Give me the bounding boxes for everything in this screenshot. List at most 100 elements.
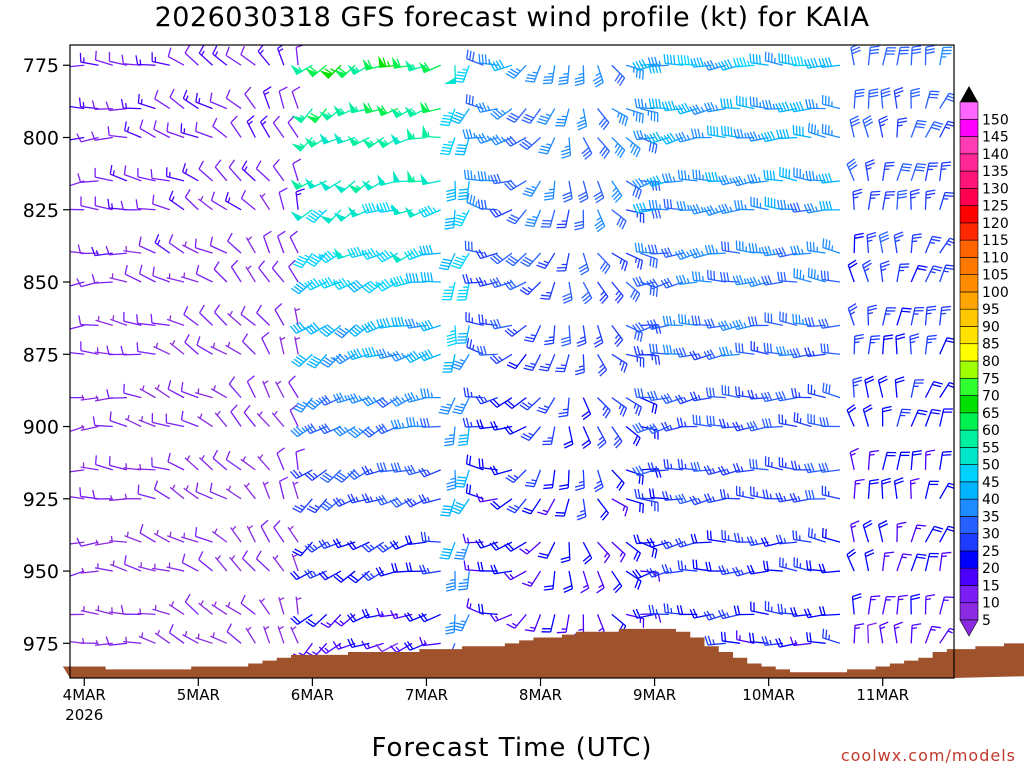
wind-barb — [596, 353, 608, 377]
wind-barb — [79, 487, 99, 500]
wind-barb — [230, 259, 242, 283]
wind-barb — [70, 495, 85, 500]
wind-barb — [924, 162, 939, 181]
wind-barb — [748, 242, 769, 254]
wind-barbs — [70, 45, 954, 661]
wind-barb — [347, 638, 370, 649]
wind-barb — [779, 166, 798, 182]
wind-barb — [611, 209, 627, 230]
wind-barb — [563, 570, 574, 593]
wind-barb — [199, 304, 214, 326]
wind-barb — [70, 541, 71, 543]
wind-barb — [109, 164, 128, 182]
wind-barb — [646, 567, 670, 578]
wind-barb — [439, 541, 456, 560]
wind-barb — [184, 45, 199, 66]
wind-barb — [578, 252, 590, 276]
wind-barb — [593, 469, 604, 493]
wind-barb — [611, 469, 625, 492]
wind-barb — [625, 498, 644, 514]
wind-barb — [240, 305, 256, 326]
wind-barb — [611, 108, 629, 127]
wind-barb — [537, 541, 556, 559]
wind-barb — [746, 564, 769, 575]
wind-barb — [881, 405, 892, 427]
colorbar-swatch — [959, 360, 979, 379]
wind-barb — [846, 158, 858, 182]
wind-barb — [821, 94, 841, 110]
wind-barb — [169, 88, 185, 110]
wind-barb — [648, 199, 669, 211]
wind-barb — [764, 196, 784, 211]
wind-barb — [466, 49, 484, 66]
colorbar-swatch — [959, 464, 979, 483]
wind-barb — [489, 613, 513, 622]
wind-barb — [846, 548, 857, 572]
wind-barb — [151, 457, 170, 471]
wind-barb — [733, 200, 755, 211]
wind-barb — [574, 65, 585, 87]
wind-barb — [704, 101, 726, 113]
wind-barb — [184, 189, 199, 211]
colorbar-swatch — [959, 585, 979, 604]
wind-barb — [94, 167, 113, 182]
wind-barb — [334, 469, 356, 483]
wind-barb — [319, 64, 342, 79]
wind-barb — [182, 631, 199, 644]
wind-barb — [389, 350, 413, 362]
wind-barb — [290, 626, 299, 644]
wind-barb — [862, 115, 874, 138]
wind-barb — [262, 380, 271, 398]
wind-barb — [225, 46, 242, 66]
wind-barb — [538, 137, 556, 155]
wind-barb — [154, 629, 171, 644]
colorbar-label: 125 — [982, 199, 1009, 215]
wind-barb — [490, 173, 513, 185]
wind-barb — [597, 498, 609, 521]
wind-barb — [332, 497, 356, 507]
wind-barb — [169, 484, 185, 500]
wind-barb — [214, 410, 228, 427]
wind-barb — [560, 542, 571, 564]
wind-barb — [625, 353, 645, 368]
wind-barb — [625, 64, 644, 80]
wind-barb — [625, 397, 643, 416]
wind-barb — [882, 334, 894, 355]
wind-barb — [466, 598, 484, 616]
wind-barb — [576, 498, 587, 521]
wind-barb — [706, 125, 726, 139]
wind-barb — [867, 190, 881, 210]
wind-barb — [939, 161, 952, 181]
wind-barb — [633, 345, 655, 356]
wind-barb — [910, 306, 925, 326]
wind-barb — [853, 478, 865, 499]
wind-barb — [867, 304, 878, 326]
wind-barb — [692, 414, 712, 428]
wind-barb — [180, 123, 199, 139]
wind-barb — [689, 104, 712, 116]
wind-barb — [593, 65, 604, 88]
colorbar-swatch — [959, 274, 979, 293]
wind-barb — [418, 319, 441, 332]
wind-barb — [195, 122, 213, 139]
wind-barb — [277, 625, 285, 644]
wind-barb — [676, 201, 698, 212]
wind-barb — [80, 567, 99, 574]
wind-barb — [489, 59, 513, 72]
wind-barb — [259, 115, 271, 138]
wind-barb — [361, 541, 385, 553]
wind-barb — [167, 47, 185, 66]
wind-barb — [240, 594, 256, 615]
wind-barb — [556, 614, 570, 634]
wind-barb — [611, 353, 628, 373]
colorbar-label: 45 — [982, 475, 1000, 491]
wind-barb — [749, 96, 769, 110]
wind-barb — [896, 408, 912, 427]
wind-barb — [846, 404, 857, 427]
x-tick-label: 9MAR — [633, 686, 676, 704]
wind-barb — [596, 570, 605, 594]
wind-barb — [262, 86, 272, 109]
wind-barb — [750, 196, 769, 211]
terrain-fill — [62, 628, 1024, 678]
wind-barb — [453, 65, 470, 83]
